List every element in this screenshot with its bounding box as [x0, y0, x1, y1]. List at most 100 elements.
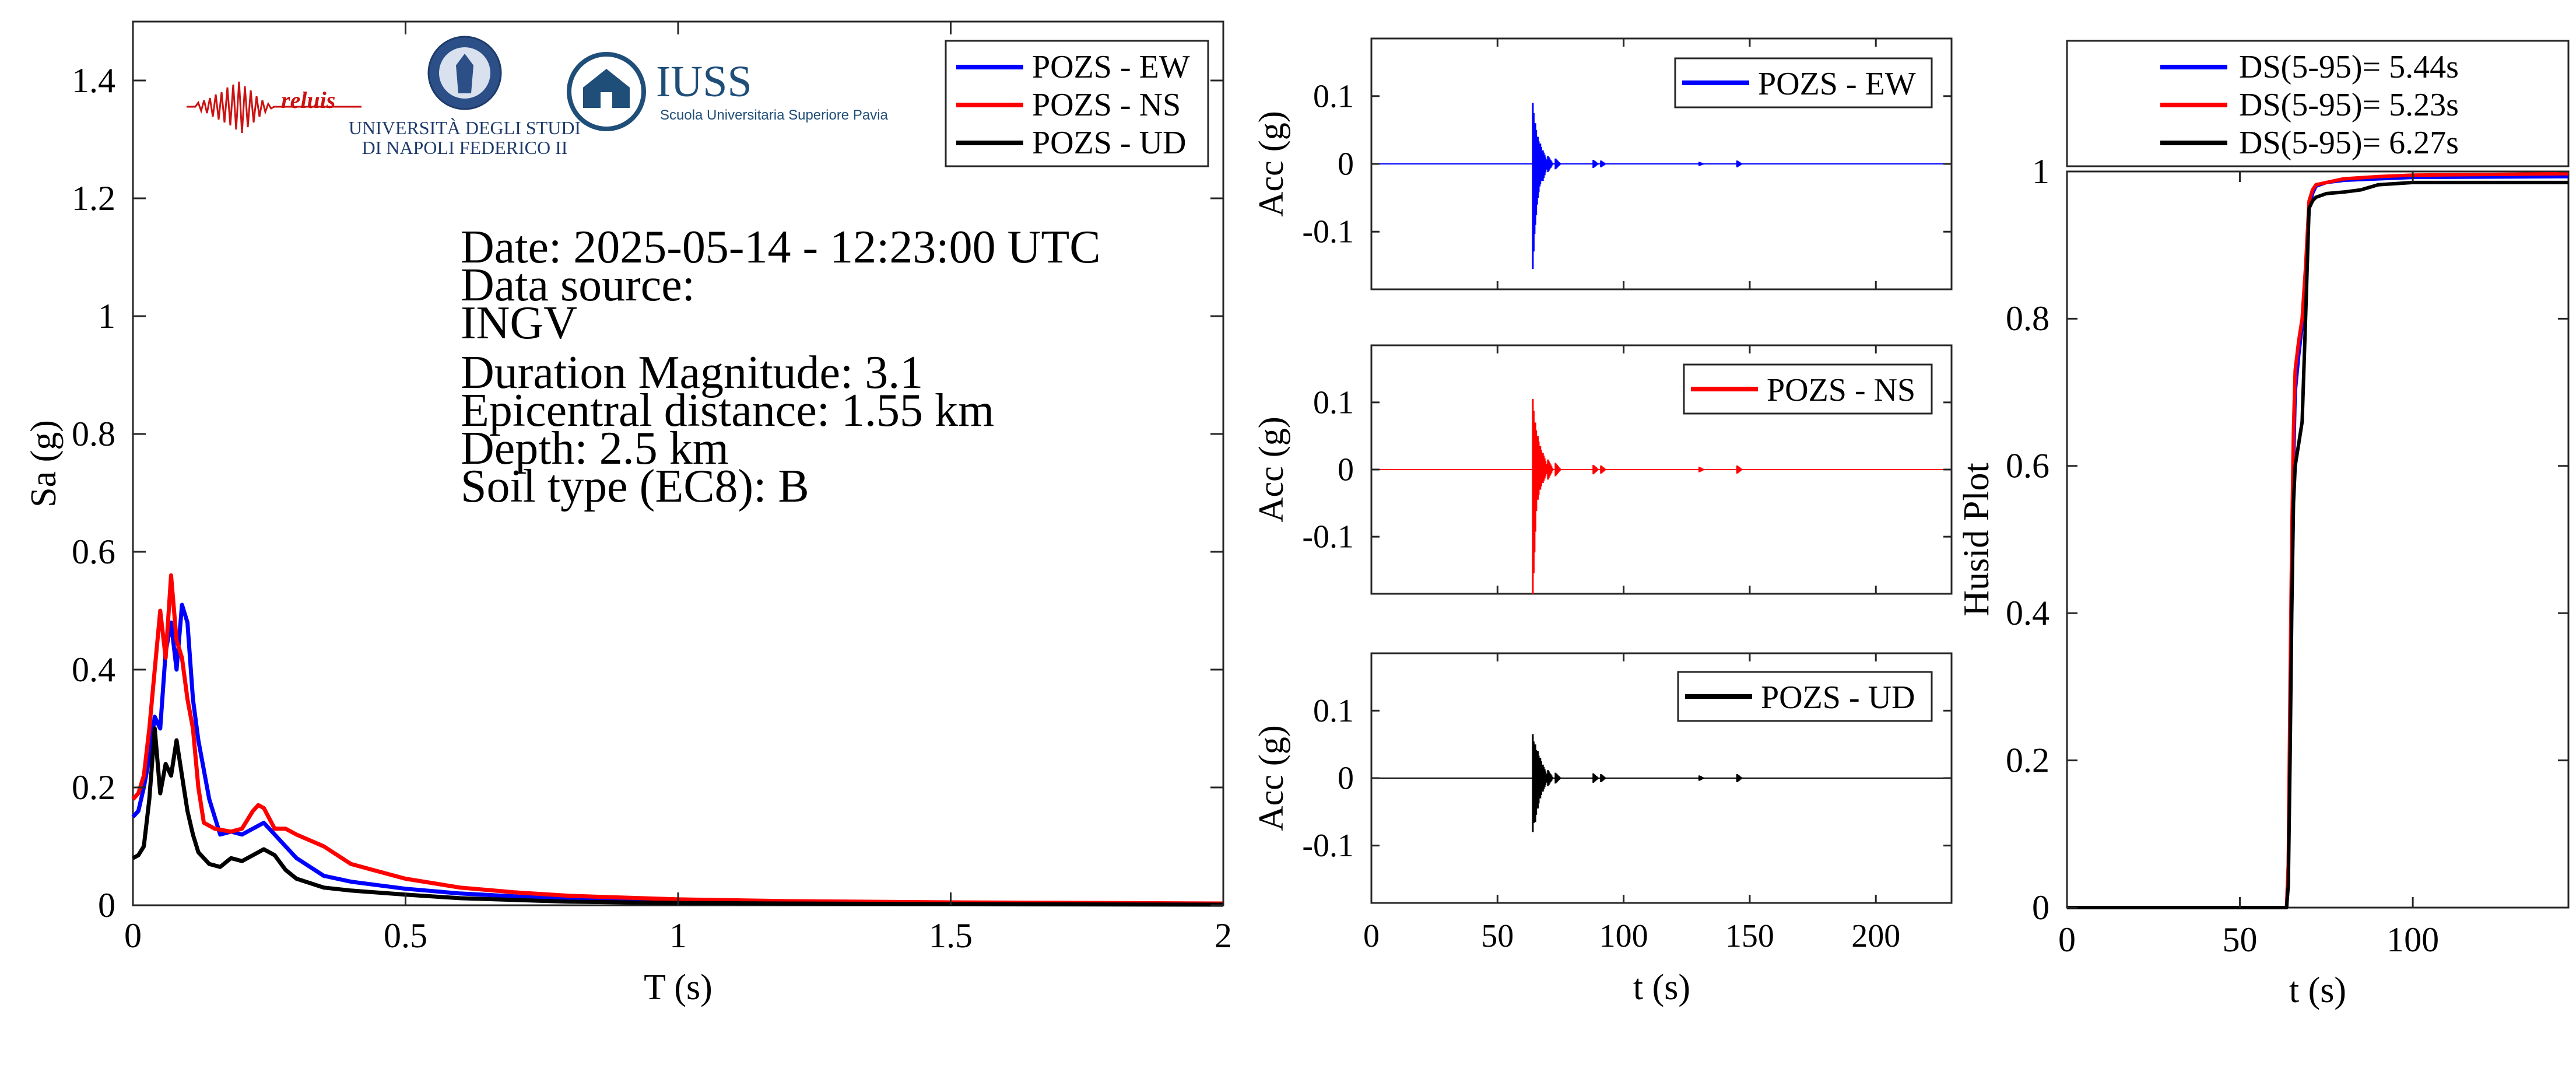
- y-tick-label: 0: [98, 886, 115, 925]
- event-info: Date: 2025-05-14 - 12:23:00 UTC Data sou…: [461, 222, 1101, 512]
- acc-ud-series-layer: [1371, 734, 1952, 832]
- husid-legend-label-1: DS(5-95)= 5.44s: [2239, 49, 2459, 85]
- iuss-building-icon: [583, 69, 630, 108]
- soil-type: Soil type (EC8): B: [461, 461, 809, 512]
- acc-ud-chart: 0 50 100 150 200 -0.1 0 0.1 POZS - UD Acc (g) t…: [1252, 652, 1953, 1007]
- epicentral-distance: Epicentral distance: 1.55 km: [461, 385, 994, 436]
- y-tick-label: 0: [2032, 888, 2049, 927]
- spectra-y-axis-label: Sa (g): [24, 420, 64, 507]
- x-tick-label: 150: [1725, 918, 1774, 954]
- y-tick-label: -0.1: [1302, 214, 1354, 250]
- depth: Depth: 2.5 km: [461, 423, 729, 474]
- spectra-plot-area: [132, 20, 1224, 906]
- napoli-name-line1: UNIVERSITÀ DEGLI STUDI: [349, 117, 581, 138]
- y-tick-label: 0.6: [72, 533, 115, 571]
- acceleration-trace: [1532, 734, 1743, 832]
- spectra-series-layer: [131, 573, 1224, 907]
- napoli-figure-icon: [456, 54, 473, 93]
- y-tick-label: -0.1: [1302, 519, 1354, 555]
- data-source-label: Data source:: [461, 260, 695, 311]
- x-tick-label: 0: [2058, 920, 2076, 959]
- x-tick-label: 0.5: [384, 916, 427, 955]
- acc-ew-series-layer: [1371, 103, 1952, 269]
- y-tick-label: 1: [2032, 152, 2049, 191]
- acc-ns-ticks-layer: -0.1 0 0.1: [1302, 345, 1952, 594]
- y-tick-label: 0: [1338, 760, 1354, 796]
- iuss-title: IUSS: [656, 57, 752, 106]
- y-tick-label: 0.1: [1313, 78, 1354, 114]
- spectra-chart: 0 0.5 1 1.5 2 0 0.2 0.4 0.6 0.8 1 1.2 1.4 reluis UNI…: [24, 20, 1232, 1007]
- y-tick-label: 0.6: [2006, 447, 2049, 485]
- acceleration-trace: [1532, 103, 1743, 269]
- duration-magnitude: Duration Magnitude: 3.1: [461, 347, 923, 398]
- x-tick-label: 1.5: [929, 916, 973, 955]
- x-tick-label: 100: [1599, 918, 1648, 954]
- acc-ud-legend-label: POZS - UD: [1761, 680, 1915, 716]
- x-tick-label: 1: [669, 916, 687, 955]
- legend-label-ns: POZS - NS: [1032, 87, 1181, 123]
- husid-legend-box: [2066, 40, 2570, 167]
- acc-ew-y-axis-label: Acc (g): [1252, 111, 1290, 217]
- data-source-value: INGV: [461, 297, 577, 349]
- y-tick-label: 0: [1338, 451, 1354, 488]
- acc-ew-ticks-layer: -0.1 0 0.1: [1302, 38, 1952, 289]
- husid-plot-area: [2066, 170, 2570, 909]
- acc-ns-y-axis-label: Acc (g): [1252, 416, 1290, 523]
- x-tick-label: 2: [1215, 916, 1232, 955]
- spectra-ticks-layer: 0 0.5 1 1.5 2 0 0.2 0.4 0.6 0.8 1 1.2 1.4: [72, 22, 1232, 955]
- acc-ns-chart: -0.1 0 0.1 POZS - NS Acc (g): [1252, 344, 1953, 595]
- y-tick-label: 1.4: [72, 61, 115, 100]
- reluis-seismogram-icon: [187, 81, 362, 134]
- iuss-door-icon: [601, 92, 612, 108]
- y-tick-label: 0.4: [2006, 594, 2049, 632]
- legend-label-ew: POZS - EW: [1032, 49, 1190, 85]
- x-tick-label: 200: [1851, 918, 1900, 954]
- y-tick-label: 1: [98, 297, 115, 335]
- x-tick-label: 50: [1481, 918, 1514, 954]
- y-tick-label: -0.1: [1302, 828, 1354, 864]
- legend-label-ud: POZS - UD: [1032, 125, 1186, 161]
- acc-ns-series-layer: [1371, 399, 1952, 594]
- x-tick-label: 0: [124, 916, 142, 955]
- y-tick-label: 0.8: [72, 415, 115, 453]
- iuss-subtitle: Scuola Universitaria Superiore Pavia: [660, 107, 889, 123]
- spectra-x-axis-label: T (s): [644, 968, 713, 1007]
- series-line-1: [131, 603, 1224, 906]
- napoli-logo: UNIVERSITÀ DEGLI STUDI DI NAPOLI FEDERIC…: [349, 36, 581, 158]
- iuss-logo: IUSS Scuola Universitaria Superiore Pavi…: [567, 52, 889, 131]
- y-tick-label: 0.1: [1313, 693, 1354, 729]
- husid-y-axis-label: Husid Plot: [1957, 463, 1996, 617]
- series-line-3: [132, 726, 1224, 907]
- husid-legend-label-2: DS(5-95)= 5.23s: [2239, 87, 2459, 123]
- acc-ew-chart: -0.1 0 0.1 POZS - EW Acc (g): [1252, 37, 1953, 290]
- y-tick-label: 0.4: [72, 650, 115, 689]
- y-tick-label: 0.2: [2006, 741, 2049, 779]
- husid-x-axis-label: t (s): [2289, 971, 2346, 1010]
- acc-ud-ticks-layer: 0 50 100 150 200 -0.1 0 0.1: [1302, 653, 1952, 954]
- event-date: Date: 2025-05-14 - 12:23:00 UTC: [461, 222, 1101, 273]
- spectra-legend: POZS - EW POZS - NS POZS - UD: [945, 40, 1209, 167]
- husid-ticks-layer: 0 50 100 0 0.2 0.4 0.6 0.8 1: [2006, 152, 2568, 959]
- y-tick-label: 0.2: [72, 768, 115, 807]
- acc-ns-legend-label: POZS - NS: [1767, 372, 1915, 408]
- x-tick-label: 100: [2387, 920, 2439, 959]
- y-tick-label: 1.2: [72, 179, 115, 218]
- acc-ew-legend-label: POZS - EW: [1758, 66, 1916, 102]
- y-tick-label: 0: [1338, 146, 1354, 182]
- reluis-wordmark: reluis: [281, 87, 335, 113]
- reluis-logo: reluis: [187, 81, 362, 134]
- acc-ud-y-axis-label: Acc (g): [1252, 725, 1290, 831]
- y-tick-label: 0.8: [2006, 299, 2049, 338]
- acc-ud-x-axis-label: t (s): [1633, 968, 1690, 1007]
- series-line-3: [2067, 180, 2568, 909]
- husid-series-layer: [2067, 171, 2569, 909]
- series-line-2: [131, 573, 1224, 906]
- x-tick-label: 0: [1363, 918, 1380, 954]
- husid-chart: 0 50 100 0 0.2 0.4 0.6 0.8 1 DS(5-95)= 5.44s DS(…: [1957, 40, 2570, 1010]
- husid-legend-label-3: DS(5-95)= 6.27s: [2239, 125, 2459, 161]
- x-tick-label: 50: [2223, 920, 2258, 959]
- napoli-name-line2: DI NAPOLI FEDERICO II: [362, 137, 568, 158]
- acceleration-trace: [1532, 399, 1743, 594]
- y-tick-label: 0.1: [1313, 384, 1354, 421]
